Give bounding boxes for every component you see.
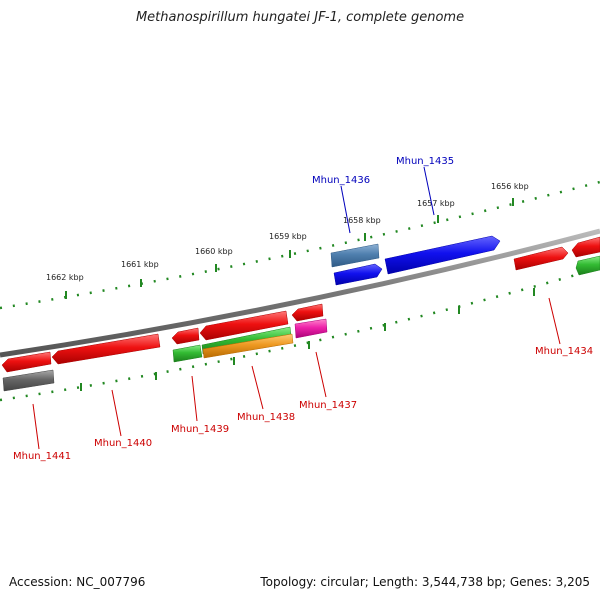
page-title: Methanospirillum hungatei JF-1, complete… [135, 10, 465, 25]
label-mhun-1441[interactable]: Mhun_1441 [13, 451, 71, 462]
gene-mhun-1438-red[interactable] [199, 310, 289, 341]
inner-major-ticks [80, 288, 535, 391]
gene-mhun-1437-red[interactable] [291, 303, 324, 322]
gene-mhun-1439-red[interactable] [171, 327, 200, 345]
leader-lines [32, 166, 561, 450]
gene-mhun-1434[interactable] [513, 246, 569, 271]
scale-label-1656: 1656 kbp [491, 182, 529, 191]
gene-mhun-1439-green[interactable] [172, 344, 203, 363]
label-mhun-1436[interactable]: Mhun_1436 [312, 175, 370, 186]
gene-mhun-1441-gray[interactable] [2, 369, 55, 392]
label-mhun-1434[interactable]: Mhun_1434 [535, 346, 593, 357]
label-mhun-1438[interactable]: Mhun_1438 [237, 412, 295, 423]
scale-label-1662: 1662 kbp [46, 273, 84, 282]
gene-mhun-1438-orange[interactable] [202, 333, 294, 359]
label-mhun-1439[interactable]: Mhun_1439 [171, 424, 229, 435]
outer-major-ticks [65, 198, 514, 299]
gene-mhun-1435[interactable] [384, 235, 501, 275]
scale-label-1659: 1659 kbp [269, 232, 307, 241]
label-mhun-1437[interactable]: Mhun_1437 [299, 400, 357, 411]
label-mhun-1435[interactable]: Mhun_1435 [396, 156, 454, 167]
outer-scale-track [0, 180, 600, 310]
scale-label-1661: 1661 kbp [121, 260, 159, 269]
gene-mhun-1436-steel[interactable] [330, 243, 380, 268]
label-mhun-1440[interactable]: Mhun_1440 [94, 438, 152, 449]
gene-mhun-1441[interactable] [1, 351, 52, 373]
scale-label-1657: 1657 kbp [417, 199, 455, 208]
accession-text: Accession: NC_007796 [9, 575, 146, 589]
scale-label-1660: 1660 kbp [195, 247, 233, 256]
gene-right-edge-red[interactable] [571, 236, 600, 258]
gene-mhun-1437-magenta[interactable] [294, 318, 328, 339]
gene-mhun-1436-blue[interactable] [333, 263, 383, 286]
gene-right-edge-green[interactable] [575, 255, 600, 276]
genome-summary-text: Topology: circular; Length: 3,544,738 bp… [260, 575, 590, 589]
gene-mhun-1440[interactable] [51, 333, 161, 365]
genome-backbone [0, 228, 600, 358]
scale-label-1658: 1658 kbp [343, 216, 381, 225]
